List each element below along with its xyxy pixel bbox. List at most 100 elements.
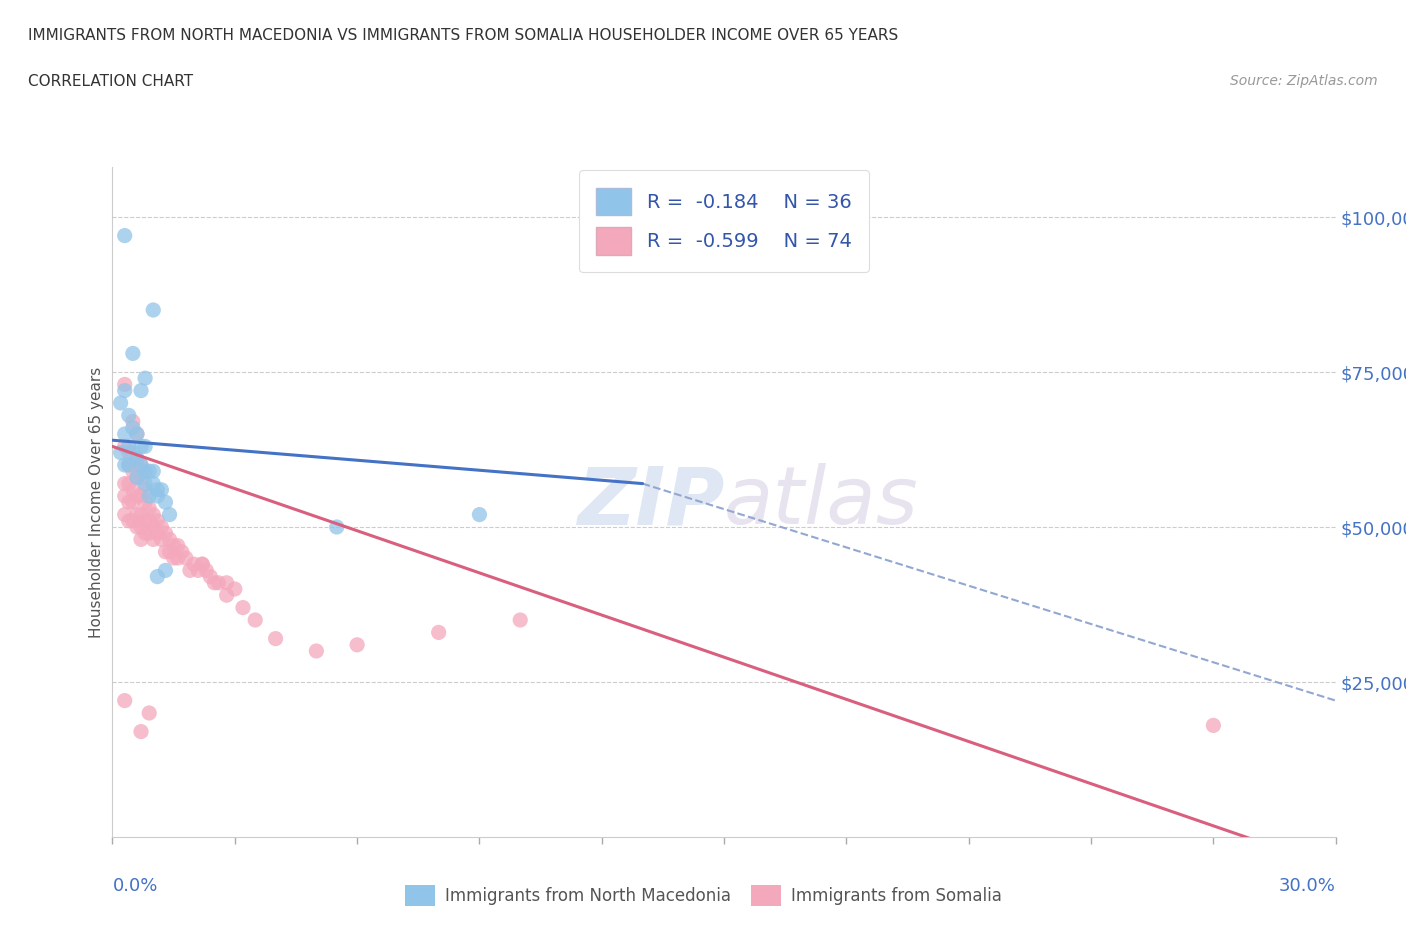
Point [125,507,148,522]
Point [114,476,136,491]
Point [125,470,148,485]
Point [159,507,181,522]
Point [122,420,145,435]
Point [114,507,136,522]
Point [129,507,152,522]
Point [134,483,156,498]
Point [114,427,136,442]
Text: ZIP: ZIP [576,463,724,541]
Point [150,532,173,547]
Point [207,576,229,591]
Point [122,483,145,498]
Point [509,613,531,628]
Point [129,724,152,739]
Point [122,495,145,510]
Point [114,439,136,454]
Point [118,439,141,454]
Point [245,613,267,628]
Point [110,395,132,410]
Point [122,513,145,528]
Point [122,464,145,479]
Point [163,538,186,553]
Point [134,439,156,454]
Point [138,706,160,721]
Point [183,557,205,572]
Point [138,464,160,479]
Point [118,458,141,472]
Legend: Immigrants from North Macedonia, Immigrants from Somalia: Immigrants from North Macedonia, Immigra… [398,879,1008,912]
Point [305,644,328,658]
Point [129,520,152,535]
Point [232,600,254,615]
Point [125,427,148,442]
Point [125,488,148,503]
Point [264,631,287,646]
Point [129,383,152,398]
Point [110,445,132,460]
Point [191,557,214,572]
Point [142,476,165,491]
Point [146,513,169,528]
Point [142,532,165,547]
Text: atlas: atlas [724,463,920,541]
Point [179,563,201,578]
Point [170,544,193,559]
Point [114,458,136,472]
Point [326,520,349,535]
Point [155,563,177,578]
Y-axis label: Householder Income Over 65 years: Householder Income Over 65 years [89,366,104,638]
Point [146,483,169,498]
Point [134,525,156,540]
Point [114,377,136,392]
Point [142,302,165,317]
Point [122,346,145,361]
Point [114,228,136,243]
Point [166,551,188,565]
Point [155,544,177,559]
Point [142,464,165,479]
Point [224,581,246,596]
Point [142,507,165,522]
Point [215,588,238,603]
Point [118,513,141,528]
Point [468,507,491,522]
Point [125,451,148,466]
Point [129,458,152,472]
Point [114,693,136,708]
Point [138,488,160,503]
Point [118,476,141,491]
Point [142,520,165,535]
Point [134,476,156,491]
Point [155,495,177,510]
Point [125,470,148,485]
Point [118,495,141,510]
Point [129,439,152,454]
Point [125,520,148,535]
Point [146,525,169,540]
Point [138,513,160,528]
Point [346,637,368,652]
Point [138,501,160,516]
Text: CORRELATION CHART: CORRELATION CHART [28,74,193,89]
Point [146,488,169,503]
Point [122,414,145,429]
Legend: R =  -0.184    N = 36, R =  -0.599    N = 74: R = -0.184 N = 36, R = -0.599 N = 74 [579,170,869,272]
Point [187,563,209,578]
Text: IMMIGRANTS FROM NORTH MACEDONIA VS IMMIGRANTS FROM SOMALIA HOUSEHOLDER INCOME OV: IMMIGRANTS FROM NORTH MACEDONIA VS IMMIG… [28,28,898,43]
Point [114,488,136,503]
Point [129,470,152,485]
Point [159,544,181,559]
Point [191,557,214,572]
Point [134,371,156,386]
Point [204,576,226,591]
Point [129,488,152,503]
Point [129,532,152,547]
Point [118,408,141,423]
Point [155,525,177,540]
Text: 0.0%: 0.0% [112,877,157,896]
Point [125,427,148,442]
Point [134,513,156,528]
Text: Source: ZipAtlas.com: Source: ZipAtlas.com [1230,74,1378,88]
Point [150,520,173,535]
Point [166,538,188,553]
